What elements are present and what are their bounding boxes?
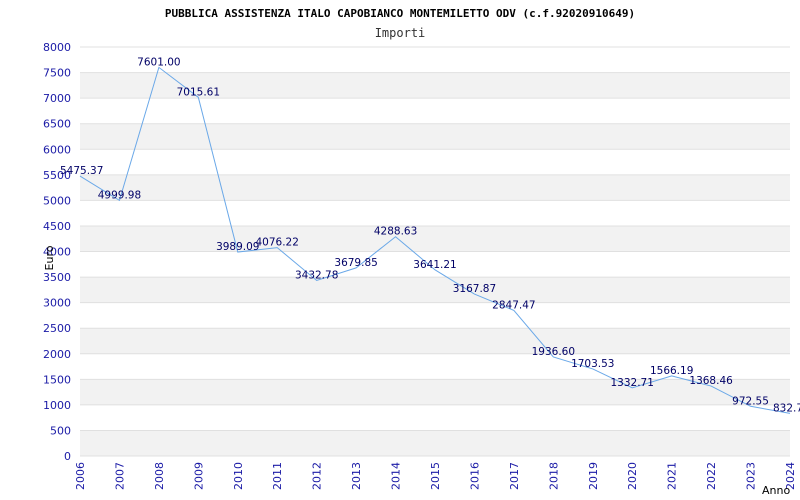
y-tick-label: 3500 (43, 271, 71, 284)
data-label: 972.55 (732, 395, 769, 407)
grid-band (80, 149, 790, 175)
data-label: 3989.09 (216, 241, 259, 253)
x-tick-label: 2013 (350, 462, 363, 490)
data-label: 7601.00 (137, 56, 180, 68)
data-labels: 5475.37 4999.98 7601.00 7015.61 3989.094076.… (60, 56, 800, 414)
grid-band (80, 379, 790, 405)
grid-band (80, 200, 790, 226)
y-tick-label: 2000 (43, 348, 71, 361)
x-tick-label: 2019 (587, 462, 600, 490)
grid-band (80, 98, 790, 124)
data-label: 7015.61 (177, 86, 220, 98)
y-tick-label: 5000 (43, 194, 71, 207)
grid-band (80, 302, 790, 329)
x-tick-label: 2021 (666, 462, 679, 490)
grid-band (80, 353, 790, 380)
data-label: 3432.78 (295, 269, 338, 281)
x-tick-label: 2014 (390, 462, 403, 490)
data-label: 1936.60 (532, 346, 575, 358)
y-tick-label: 5500 (43, 169, 71, 182)
y-tick-label: 4000 (43, 246, 71, 259)
data-label: 832.7 (773, 402, 800, 414)
y-tick-label: 4500 (43, 220, 71, 233)
y-tick-label: 7000 (43, 92, 71, 105)
grid-band (80, 123, 790, 150)
data-label: 3167.87 (453, 283, 496, 295)
y-tick-label: 8000 (43, 41, 71, 54)
y-tick-label: 3000 (43, 297, 71, 310)
x-tick-label: 2007 (113, 462, 126, 490)
x-tick-label: 2016 (468, 462, 481, 490)
data-label: 3641.21 (413, 259, 456, 271)
data-label: 4999.98 (98, 189, 141, 201)
y-tick-label: 1000 (43, 399, 71, 412)
data-label: 3679.85 (334, 257, 377, 269)
data-label: 1703.53 (571, 358, 614, 370)
x-tick-label: 2010 (232, 462, 245, 490)
series-line (79, 66, 791, 414)
y-axis-ticks: 0 500 1000 1500 2000 2500 3000 3500 4000 4500 5000… (43, 41, 71, 463)
grid-band (80, 430, 790, 456)
y-axis-label: Euro (43, 245, 56, 270)
x-tick-label: 2006 (74, 462, 87, 490)
grid-band (80, 328, 790, 354)
data-label: 1566.19 (650, 365, 693, 377)
x-tick-label: 2024 (784, 462, 797, 490)
plot-background (80, 46, 790, 457)
data-label: 2847.47 (492, 299, 535, 311)
chart-subtitle: Importi (375, 26, 426, 40)
data-label: 4076.22 (256, 237, 299, 249)
y-tick-label: 1500 (43, 373, 71, 386)
data-label: 5475.37 (60, 165, 103, 177)
x-tick-label: 2009 (192, 462, 205, 490)
grid-band (80, 251, 790, 278)
x-tick-label: 2012 (311, 462, 324, 490)
y-tick-label: 500 (50, 424, 71, 437)
y-tick-label: 0 (64, 450, 71, 463)
x-tick-label: 2017 (508, 462, 521, 490)
x-tick-label: 2011 (271, 462, 284, 490)
y-tick-label: 6500 (43, 118, 71, 131)
grid-band (80, 72, 790, 99)
grid-band (80, 404, 790, 431)
data-label: 1368.46 (689, 375, 733, 387)
grid-band (80, 277, 790, 303)
grid-band (80, 225, 790, 252)
x-tick-label: 2020 (626, 462, 639, 490)
x-tick-label: 2023 (745, 462, 758, 490)
y-tick-label: 2500 (43, 322, 71, 335)
x-axis-label: Anno (762, 484, 790, 497)
y-tick-label: 7500 (43, 67, 71, 80)
y-tick-label: 6000 (43, 143, 71, 156)
x-tick-label: 2015 (429, 462, 442, 490)
data-label: 4288.63 (374, 226, 417, 238)
x-tick-label: 2018 (547, 462, 560, 490)
grid-band (80, 174, 790, 201)
data-label: 1332.71 (611, 377, 654, 389)
x-tick-label: 2008 (153, 462, 166, 490)
x-axis-ticks: 2006 2007 2008 2009 2010 2011 2012 2013 2014 2015… (74, 462, 797, 490)
x-tick-label: 2022 (705, 462, 718, 490)
grid-band (80, 47, 790, 73)
chart-title: PUBBLICA ASSISTENZA ITALO CAPOBIANCO MON… (165, 7, 635, 20)
